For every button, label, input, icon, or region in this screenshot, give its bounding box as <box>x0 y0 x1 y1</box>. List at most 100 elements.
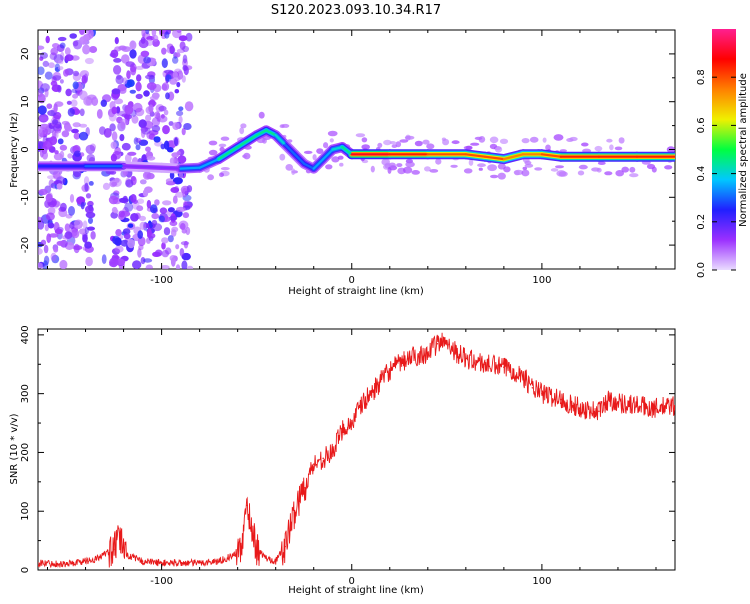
noise-blob <box>38 129 44 140</box>
colorbar-tick-label: 0.0 <box>696 262 707 278</box>
noise-blob <box>175 264 181 269</box>
noise-blob <box>132 102 143 113</box>
ridge-segment <box>483 155 505 161</box>
noise-blob <box>614 146 623 151</box>
noise-blob <box>135 144 141 151</box>
noise-blob <box>115 229 122 237</box>
noise-blob <box>45 193 53 203</box>
noise-blob <box>219 172 224 178</box>
ridge-segment <box>160 166 182 170</box>
noise-blob <box>54 228 63 235</box>
snr-line-layer <box>38 332 675 569</box>
ridge-segment <box>341 146 353 156</box>
noise-blob <box>64 231 73 239</box>
snr-point <box>360 404 363 407</box>
noise-blob <box>72 122 81 128</box>
noise-blob <box>218 143 227 148</box>
noise-blob <box>132 260 142 269</box>
noise-blob <box>82 44 91 55</box>
noise-blob <box>59 259 68 269</box>
noise-blob <box>79 30 85 35</box>
ridge-segment <box>322 148 334 161</box>
x-tick-label: -100 <box>150 275 173 286</box>
noise-blob <box>135 81 142 92</box>
noise-blob <box>239 127 245 135</box>
noise-blob <box>84 241 92 249</box>
snr-point <box>303 486 306 489</box>
noise-blob <box>135 93 143 100</box>
noise-blob <box>220 167 230 171</box>
noise-blob <box>542 137 547 143</box>
noise-blob <box>182 54 188 64</box>
noise-blob <box>56 183 63 190</box>
snr-panel: -100 0 100 0 100 200 300 400 Height of straigh… <box>9 325 676 596</box>
noise-blob <box>578 164 588 170</box>
noise-blob <box>162 125 170 135</box>
noise-blob <box>58 66 64 71</box>
colorbar-tick-label: 0.4 <box>696 166 707 182</box>
noise-blob <box>167 235 174 243</box>
noise-blob <box>137 236 146 247</box>
noise-blob <box>178 35 188 42</box>
noise-blob <box>160 143 166 150</box>
noise-blob <box>143 90 150 97</box>
colorbar-tick-label: 0.8 <box>696 69 707 85</box>
snr-point <box>389 369 391 371</box>
noise-blob <box>470 142 480 146</box>
noise-blob <box>176 30 182 34</box>
ridge-segment <box>198 158 220 169</box>
noise-blob <box>85 211 96 219</box>
noise-blob <box>172 122 180 131</box>
noise-blob <box>125 179 134 188</box>
snr-point <box>617 401 619 404</box>
noise-blob <box>54 128 62 134</box>
noise-blob <box>139 221 147 230</box>
noise-blob <box>168 121 174 126</box>
noise-blob <box>72 93 79 99</box>
snr-point <box>38 562 39 564</box>
noise-blob <box>52 119 59 125</box>
noise-blob <box>422 139 430 145</box>
noise-blob <box>370 165 375 173</box>
snr-point <box>446 340 448 342</box>
noise-blob <box>52 75 62 81</box>
noise-blob <box>187 265 194 269</box>
noise-blob <box>110 153 117 162</box>
noise-blob <box>154 199 160 206</box>
noise-blob <box>524 163 534 168</box>
noise-blob <box>435 158 442 165</box>
noise-blob <box>609 144 614 151</box>
noise-blob <box>411 170 421 175</box>
noise-blob <box>132 199 138 205</box>
noise-blob <box>43 244 49 254</box>
snr-point <box>436 342 439 345</box>
noise-blob <box>73 70 79 77</box>
noise-blob <box>46 103 53 109</box>
noise-blob <box>65 88 72 97</box>
noise-blob <box>145 74 155 80</box>
y-tick-label: 100 <box>20 502 31 521</box>
noise-blob <box>129 49 137 59</box>
noise-blob <box>57 85 62 93</box>
noise-blob <box>161 47 167 55</box>
noise-blob <box>137 248 142 258</box>
noise-blob <box>121 142 131 151</box>
snr-point <box>113 548 115 551</box>
snr-point <box>179 562 182 564</box>
noise-blob <box>534 167 543 171</box>
noise-blob <box>54 150 59 155</box>
snr-point <box>484 363 486 366</box>
noise-blob <box>176 110 184 117</box>
snr-point <box>141 560 144 562</box>
noise-blob <box>115 106 121 114</box>
noise-blob <box>169 78 178 85</box>
noise-blob <box>60 202 67 212</box>
noise-blob <box>152 34 159 42</box>
noise-blob <box>69 33 77 39</box>
noise-blob <box>160 265 170 269</box>
noise-blob <box>606 138 613 143</box>
noise-blob <box>111 88 121 95</box>
